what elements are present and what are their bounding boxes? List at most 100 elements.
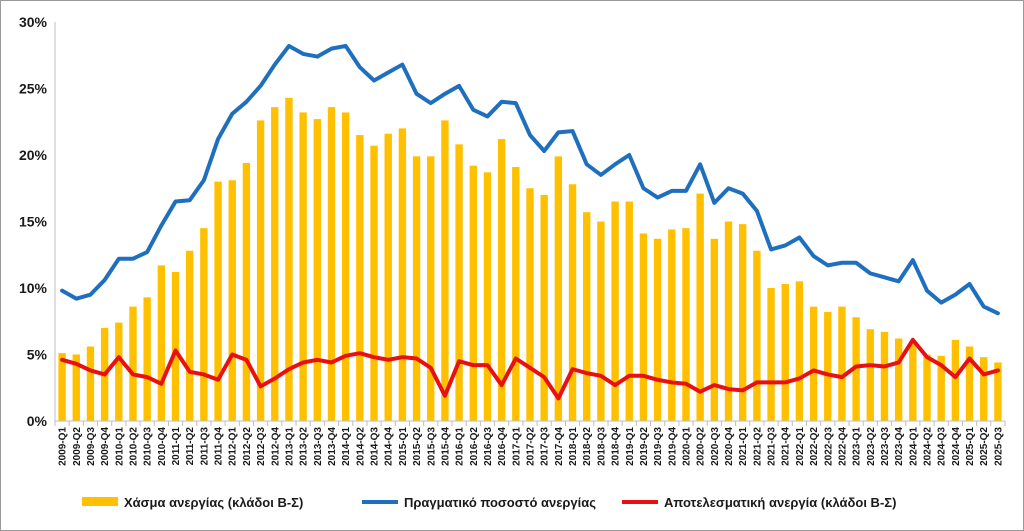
bar-2013-Q3	[313, 119, 321, 421]
x-tick-label: 2017-Q3	[540, 427, 551, 466]
axes	[54, 22, 1006, 426]
bar-2014-Q4	[384, 133, 392, 421]
bar-2010-Q1	[115, 322, 123, 421]
line-series-1	[60, 43, 1000, 316]
x-tick-label: 2009-Q1	[58, 427, 69, 466]
bar-2015-Q1	[398, 128, 407, 421]
bar-2022-Q3	[824, 311, 832, 421]
bar-2018-Q1	[568, 184, 577, 421]
bar-2017-Q3	[540, 194, 548, 421]
x-tick-label: 2011-Q1	[171, 427, 182, 466]
bar-2012-Q1	[228, 180, 236, 421]
bar-2019-Q3	[653, 238, 662, 421]
x-tick-label: 2018-Q3	[596, 427, 607, 466]
x-tick-label: 2025-Q1	[965, 427, 976, 466]
x-tick-label: 2022-Q4	[837, 427, 848, 466]
x-tick-label: 2023-Q4	[894, 427, 905, 466]
x-tick-label: 2012-Q3	[256, 427, 267, 466]
x-tick-label: 2024-Q3	[937, 427, 948, 466]
bar-2018-Q3	[597, 221, 605, 421]
bar-2019-Q2	[639, 233, 648, 421]
x-tick-label: 2017-Q2	[526, 427, 537, 466]
x-tick-label: 2018-Q1	[568, 427, 579, 466]
x-tick-label: 2013-Q4	[327, 427, 338, 466]
line-series	[60, 43, 1000, 401]
x-tick-label: 2014-Q3	[370, 427, 381, 466]
bar-2011-Q4	[214, 181, 222, 421]
bar-2010-Q4	[157, 265, 166, 421]
x-tick-label: 2010-Q2	[128, 427, 139, 466]
x-tick-label: 2016-Q3	[483, 427, 494, 466]
x-tick-label: 2018-Q2	[582, 427, 593, 466]
bar-2022-Q2	[809, 306, 818, 421]
bar-2024-Q1	[909, 341, 917, 421]
bar-2014-Q1	[341, 112, 350, 421]
x-tick-label: 2023-Q1	[852, 427, 863, 466]
x-tick-label: 2020-Q1	[681, 427, 692, 466]
y-tick-label: 10%	[19, 280, 48, 296]
x-tick-label: 2024-Q4	[951, 427, 962, 466]
bar-2010-Q3	[143, 297, 151, 421]
bar-2018-Q4	[611, 201, 619, 421]
x-tick-label: 2023-Q2	[866, 427, 877, 466]
bar-2012-Q2	[242, 162, 251, 422]
x-tick-label: 2020-Q4	[724, 427, 735, 466]
x-tick-label: 2014-Q2	[355, 427, 366, 466]
x-tick-label: 2012-Q1	[228, 427, 239, 466]
bar-2013-Q1	[285, 97, 293, 421]
bar-2020-Q1	[682, 228, 690, 421]
bar-2019-Q4	[668, 229, 676, 421]
y-tick-labels: 0% 5% 10% 15% 20% 25% 30%	[19, 14, 48, 429]
bar-2023-Q3	[880, 331, 889, 421]
bar-2017-Q4	[554, 156, 563, 421]
legend-swatch-bar	[82, 497, 118, 506]
x-tick-label: 2025-Q2	[979, 427, 990, 466]
x-tick-label: 2013-Q2	[299, 427, 310, 466]
bar-2021-Q3	[767, 288, 775, 421]
x-tick-label: 2009-Q4	[100, 427, 111, 466]
x-tick-label: 2014-Q4	[384, 427, 395, 466]
bar-2010-Q2	[129, 306, 137, 421]
bar-2015-Q4	[441, 120, 449, 422]
x-tick-label: 2021-Q1	[738, 427, 749, 466]
bar-2016-Q4	[497, 139, 506, 422]
bar-2021-Q4	[781, 284, 789, 421]
x-tick-label: 2022-Q3	[823, 427, 834, 466]
bar-2020-Q3	[710, 238, 719, 421]
x-tick-label: 2015-Q4	[440, 427, 451, 466]
x-tick-label: 2024-Q2	[923, 427, 934, 466]
legend-label: Πραγματικό ποσοστό ανεργίας	[404, 495, 596, 510]
x-tick-label: 2011-Q2	[185, 427, 196, 466]
bar-2020-Q2	[696, 193, 704, 421]
x-tick-label: 2014-Q1	[341, 427, 352, 466]
x-tick-label: 2024-Q1	[908, 427, 919, 466]
bar-2024-Q2	[923, 354, 931, 421]
bar-2013-Q2	[299, 112, 307, 421]
x-tick-label: 2019-Q3	[653, 427, 664, 466]
x-tick-label: 2010-Q4	[157, 427, 168, 466]
bar-2009-Q2	[72, 354, 80, 421]
x-tick-label: 2009-Q2	[72, 427, 83, 466]
bar-2024-Q4	[951, 339, 960, 421]
x-tick-label: 2011-Q3	[199, 427, 210, 466]
bar-2009-Q3	[86, 346, 95, 421]
bar-2016-Q2	[469, 165, 477, 421]
bar-2015-Q3	[427, 156, 435, 421]
bar-2022-Q4	[838, 306, 846, 421]
bar-2021-Q2	[753, 250, 761, 421]
bar-2013-Q4	[327, 107, 336, 422]
y-tick-label: 5%	[27, 347, 48, 363]
x-tick-label: 2015-Q1	[398, 427, 409, 466]
x-tick-label: 2025-Q3	[993, 427, 1004, 466]
y-tick-label: 15%	[19, 214, 48, 230]
x-tick-label: 2021-Q2	[752, 427, 763, 466]
x-tick-labels: 2009-Q1 2009-Q2 2009-Q3 2009-Q4 2010-Q1 2010-…	[58, 427, 1005, 466]
bar-2024-Q3	[937, 355, 945, 421]
x-tick-label: 2016-Q2	[469, 427, 480, 466]
bar-2021-Q1	[739, 224, 747, 421]
x-tick-label: 2017-Q1	[511, 427, 522, 466]
bar-2011-Q3	[200, 228, 208, 421]
y-tick-label: 20%	[19, 147, 48, 163]
x-tick-label: 2020-Q3	[710, 427, 721, 466]
